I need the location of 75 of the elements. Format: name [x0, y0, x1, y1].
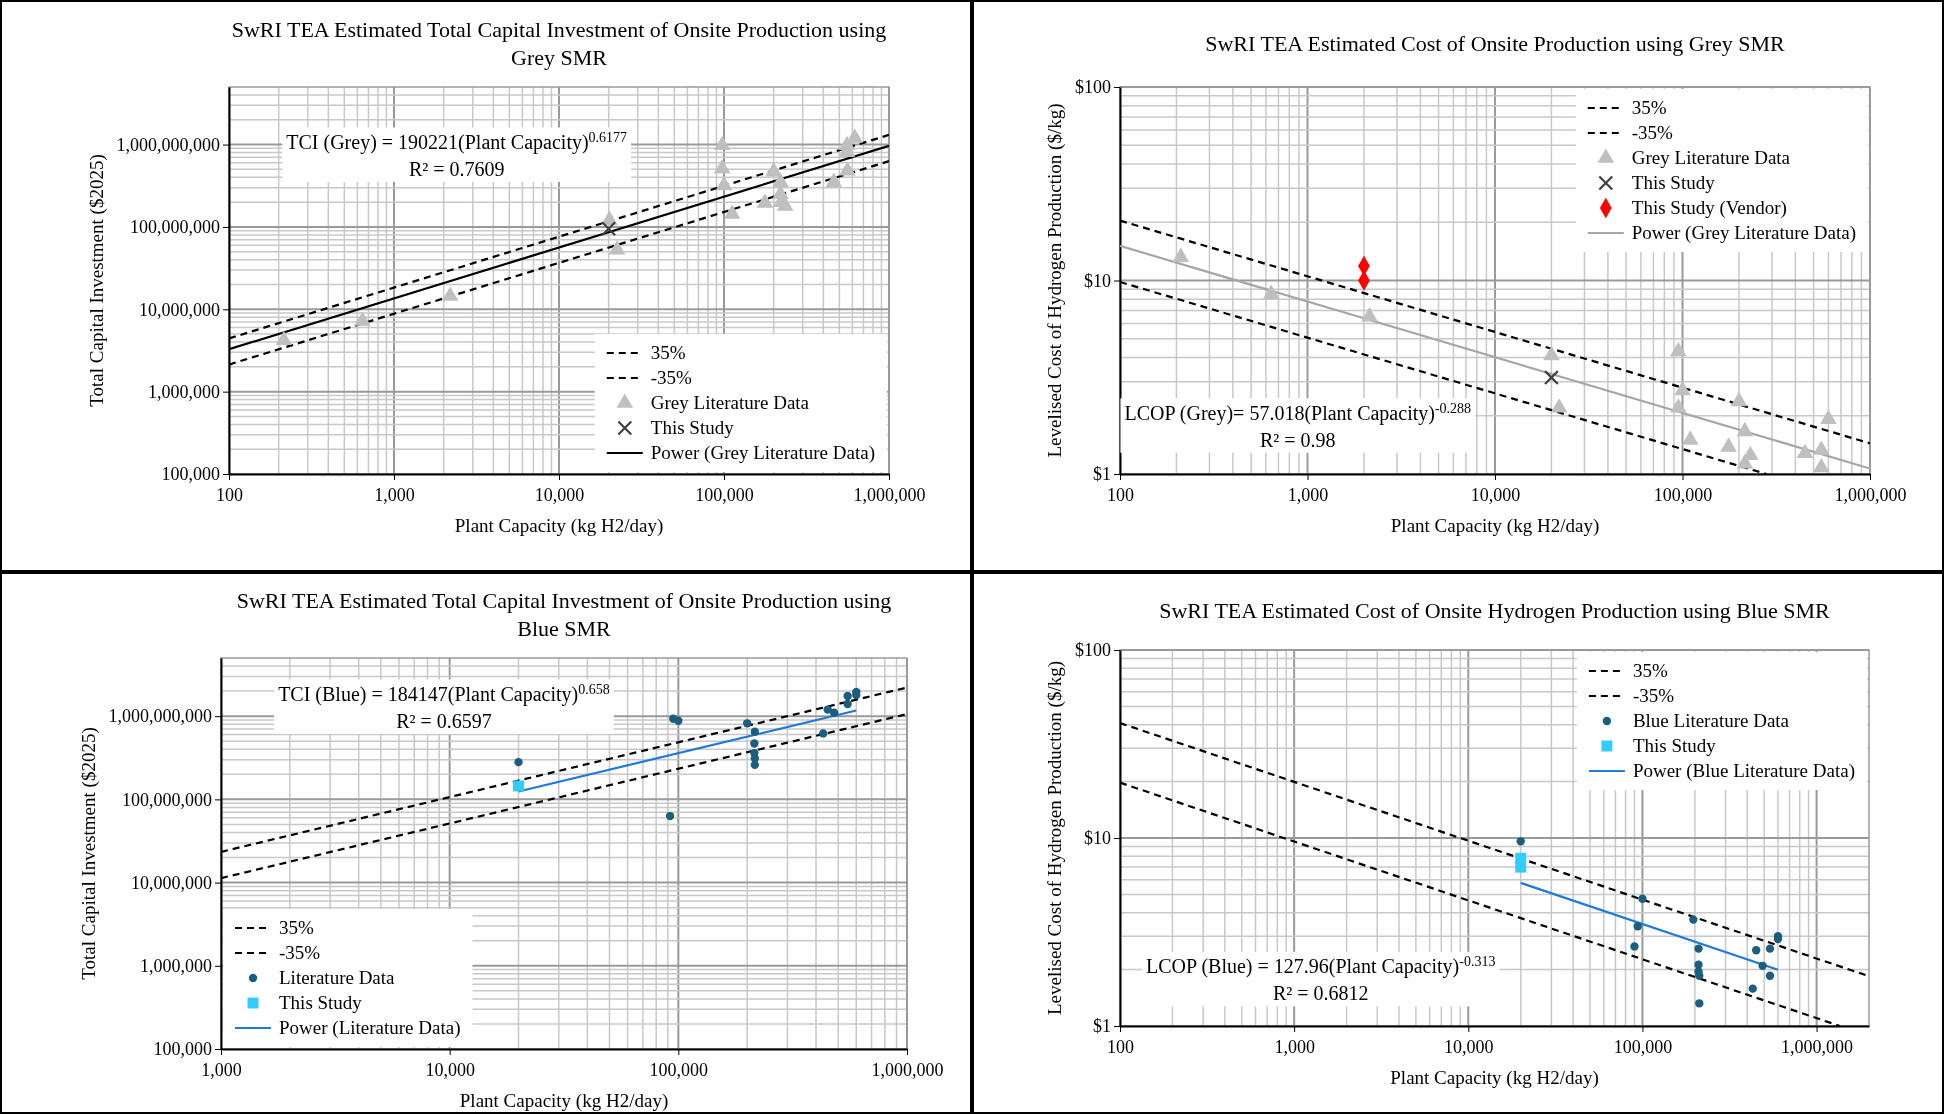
annotation: R² = 0.6812: [1272, 982, 1369, 1005]
x-tick-label: 1,000,000: [871, 1060, 944, 1080]
x-tick-label: 100: [1107, 485, 1134, 505]
legend-label: Power (Blue Literature Data): [1632, 760, 1855, 782]
y-axis-title: Total Capital Investment ($2025): [85, 154, 108, 407]
legend-label: Power (Grey Literature Data): [650, 442, 875, 464]
legend-label: Power (Grey Literature Data): [1631, 222, 1856, 244]
y-tick-label: 10,000,000: [131, 872, 212, 893]
y-tick-label: $100: [1075, 77, 1111, 98]
x-tick-label: 100: [216, 485, 243, 505]
x-tick-label: 100: [1107, 1037, 1134, 1057]
chart-title: SwRI TEA Estimated Total Capital Investment of Onsite Production using Grey SMR: [231, 16, 887, 70]
legend-label: -35%: [1631, 122, 1674, 143]
x-tick-label: 1,000,000: [1781, 1037, 1854, 1057]
y-axis-title: Total Capital Investment ($2025): [77, 727, 100, 980]
y-tick-label: 1,000,000: [140, 956, 212, 977]
legend-label: 35%: [1631, 97, 1667, 118]
x-tick-label: 100,000: [649, 1060, 709, 1080]
legend-label: This Study: [650, 417, 735, 438]
y-axis-title: Levelised Cost of Hydrogen Production ($/kg): [1044, 660, 1066, 1016]
y-tick-label: 100,000: [161, 464, 220, 485]
y-axis-title: Levelised Cost of Hydrogen Production ($/kg): [1044, 103, 1066, 458]
legend-label: Grey Literature Data: [1631, 147, 1791, 168]
annotation: R² = 0.7609: [408, 157, 505, 180]
y-tick-label: $10: [1084, 828, 1111, 849]
x-tick-label: 1,000,000: [853, 485, 926, 505]
chart-title: SwRI TEA Estimated Cost of Onsite Production using Grey SMR: [1205, 30, 1786, 56]
legend-label: 35%: [1632, 660, 1668, 681]
x-tick-label: 10,000: [534, 485, 585, 505]
y-tick-label: 100,000,000: [130, 217, 220, 238]
legend-label: 35%: [279, 917, 314, 938]
annotation: TCI (Blue) = 184147(Plant Capacity)$^{0.658}$: [278, 681, 610, 707]
x-axis-title: Plant Capacity (kg H2/day): [459, 1090, 669, 1112]
y-tick-label: $1: [1093, 1016, 1111, 1037]
x-tick-label: 100,000: [1653, 485, 1713, 505]
y-tick-label: 100,000,000: [122, 789, 212, 810]
annotation: LCOP (Blue) = 127.96(Plant Capacity)$^{-0.313}$: [1146, 953, 1496, 979]
x-tick-label: 10,000: [1470, 485, 1521, 505]
annotation: R² = 0.98: [1259, 428, 1336, 451]
y-tick-label: $100: [1075, 640, 1111, 661]
x-axis-title: Plant Capacity (kg H2/day): [454, 515, 664, 537]
annotation: R² = 0.6597: [396, 710, 492, 733]
y-tick-label: $1: [1093, 464, 1111, 485]
x-tick-label: 1,000: [1287, 485, 1329, 505]
chart-title: SwRI TEA Estimated Total Capital Investment of Onsite Production using Blue SMR: [236, 588, 892, 641]
legend-label: Power (Literature Data): [279, 1017, 461, 1039]
legend-label: This Study: [279, 992, 363, 1013]
x-tick-label: 100,000: [1613, 1037, 1673, 1057]
x-tick-label: 100,000: [695, 485, 754, 505]
legend-label: Literature Data: [279, 967, 396, 988]
legend-label: -35%: [1632, 685, 1675, 706]
legend-label: -35%: [650, 367, 693, 388]
x-tick-label: 1,000: [201, 1060, 242, 1080]
y-tick-label: 1,000,000,000: [116, 134, 220, 155]
x-tick-label: 10,000: [425, 1060, 475, 1080]
x-tick-label: 1,000,000: [1834, 485, 1907, 505]
legend-label: Grey Literature Data: [650, 392, 810, 413]
legend-label: This Study: [1632, 735, 1717, 756]
legend-label: This Study: [1631, 172, 1716, 193]
legend-label: Blue Literature Data: [1632, 710, 1790, 731]
x-axis-title: Plant Capacity (kg H2/day): [1390, 1067, 1599, 1089]
x-tick-label: 1,000: [1274, 1037, 1315, 1057]
legend-label: 35%: [650, 342, 686, 363]
y-tick-label: 10,000,000: [139, 299, 220, 320]
x-tick-label: 1,000: [374, 485, 415, 505]
annotation: LCOP (Grey)= 57.018(Plant Capacity)$^{-0.288}$: [1124, 400, 1472, 425]
legend-label: This Study (Vendor): [1631, 197, 1787, 219]
y-tick-label: $10: [1084, 270, 1111, 291]
chart-title: SwRI TEA Estimated Cost of Onsite Hydrogen Production using Blue SMR: [1159, 598, 1831, 623]
legend-label: -35%: [279, 942, 321, 963]
annotation: TCI (Grey) = 190221(Plant Capacity)$^{0.6177}$: [286, 129, 628, 154]
x-axis-title: Plant Capacity (kg H2/day): [1390, 515, 1600, 537]
y-tick-label: 1,000,000,000: [108, 706, 212, 727]
y-tick-label: 1,000,000: [148, 381, 220, 402]
x-tick-label: 10,000: [1444, 1037, 1494, 1057]
